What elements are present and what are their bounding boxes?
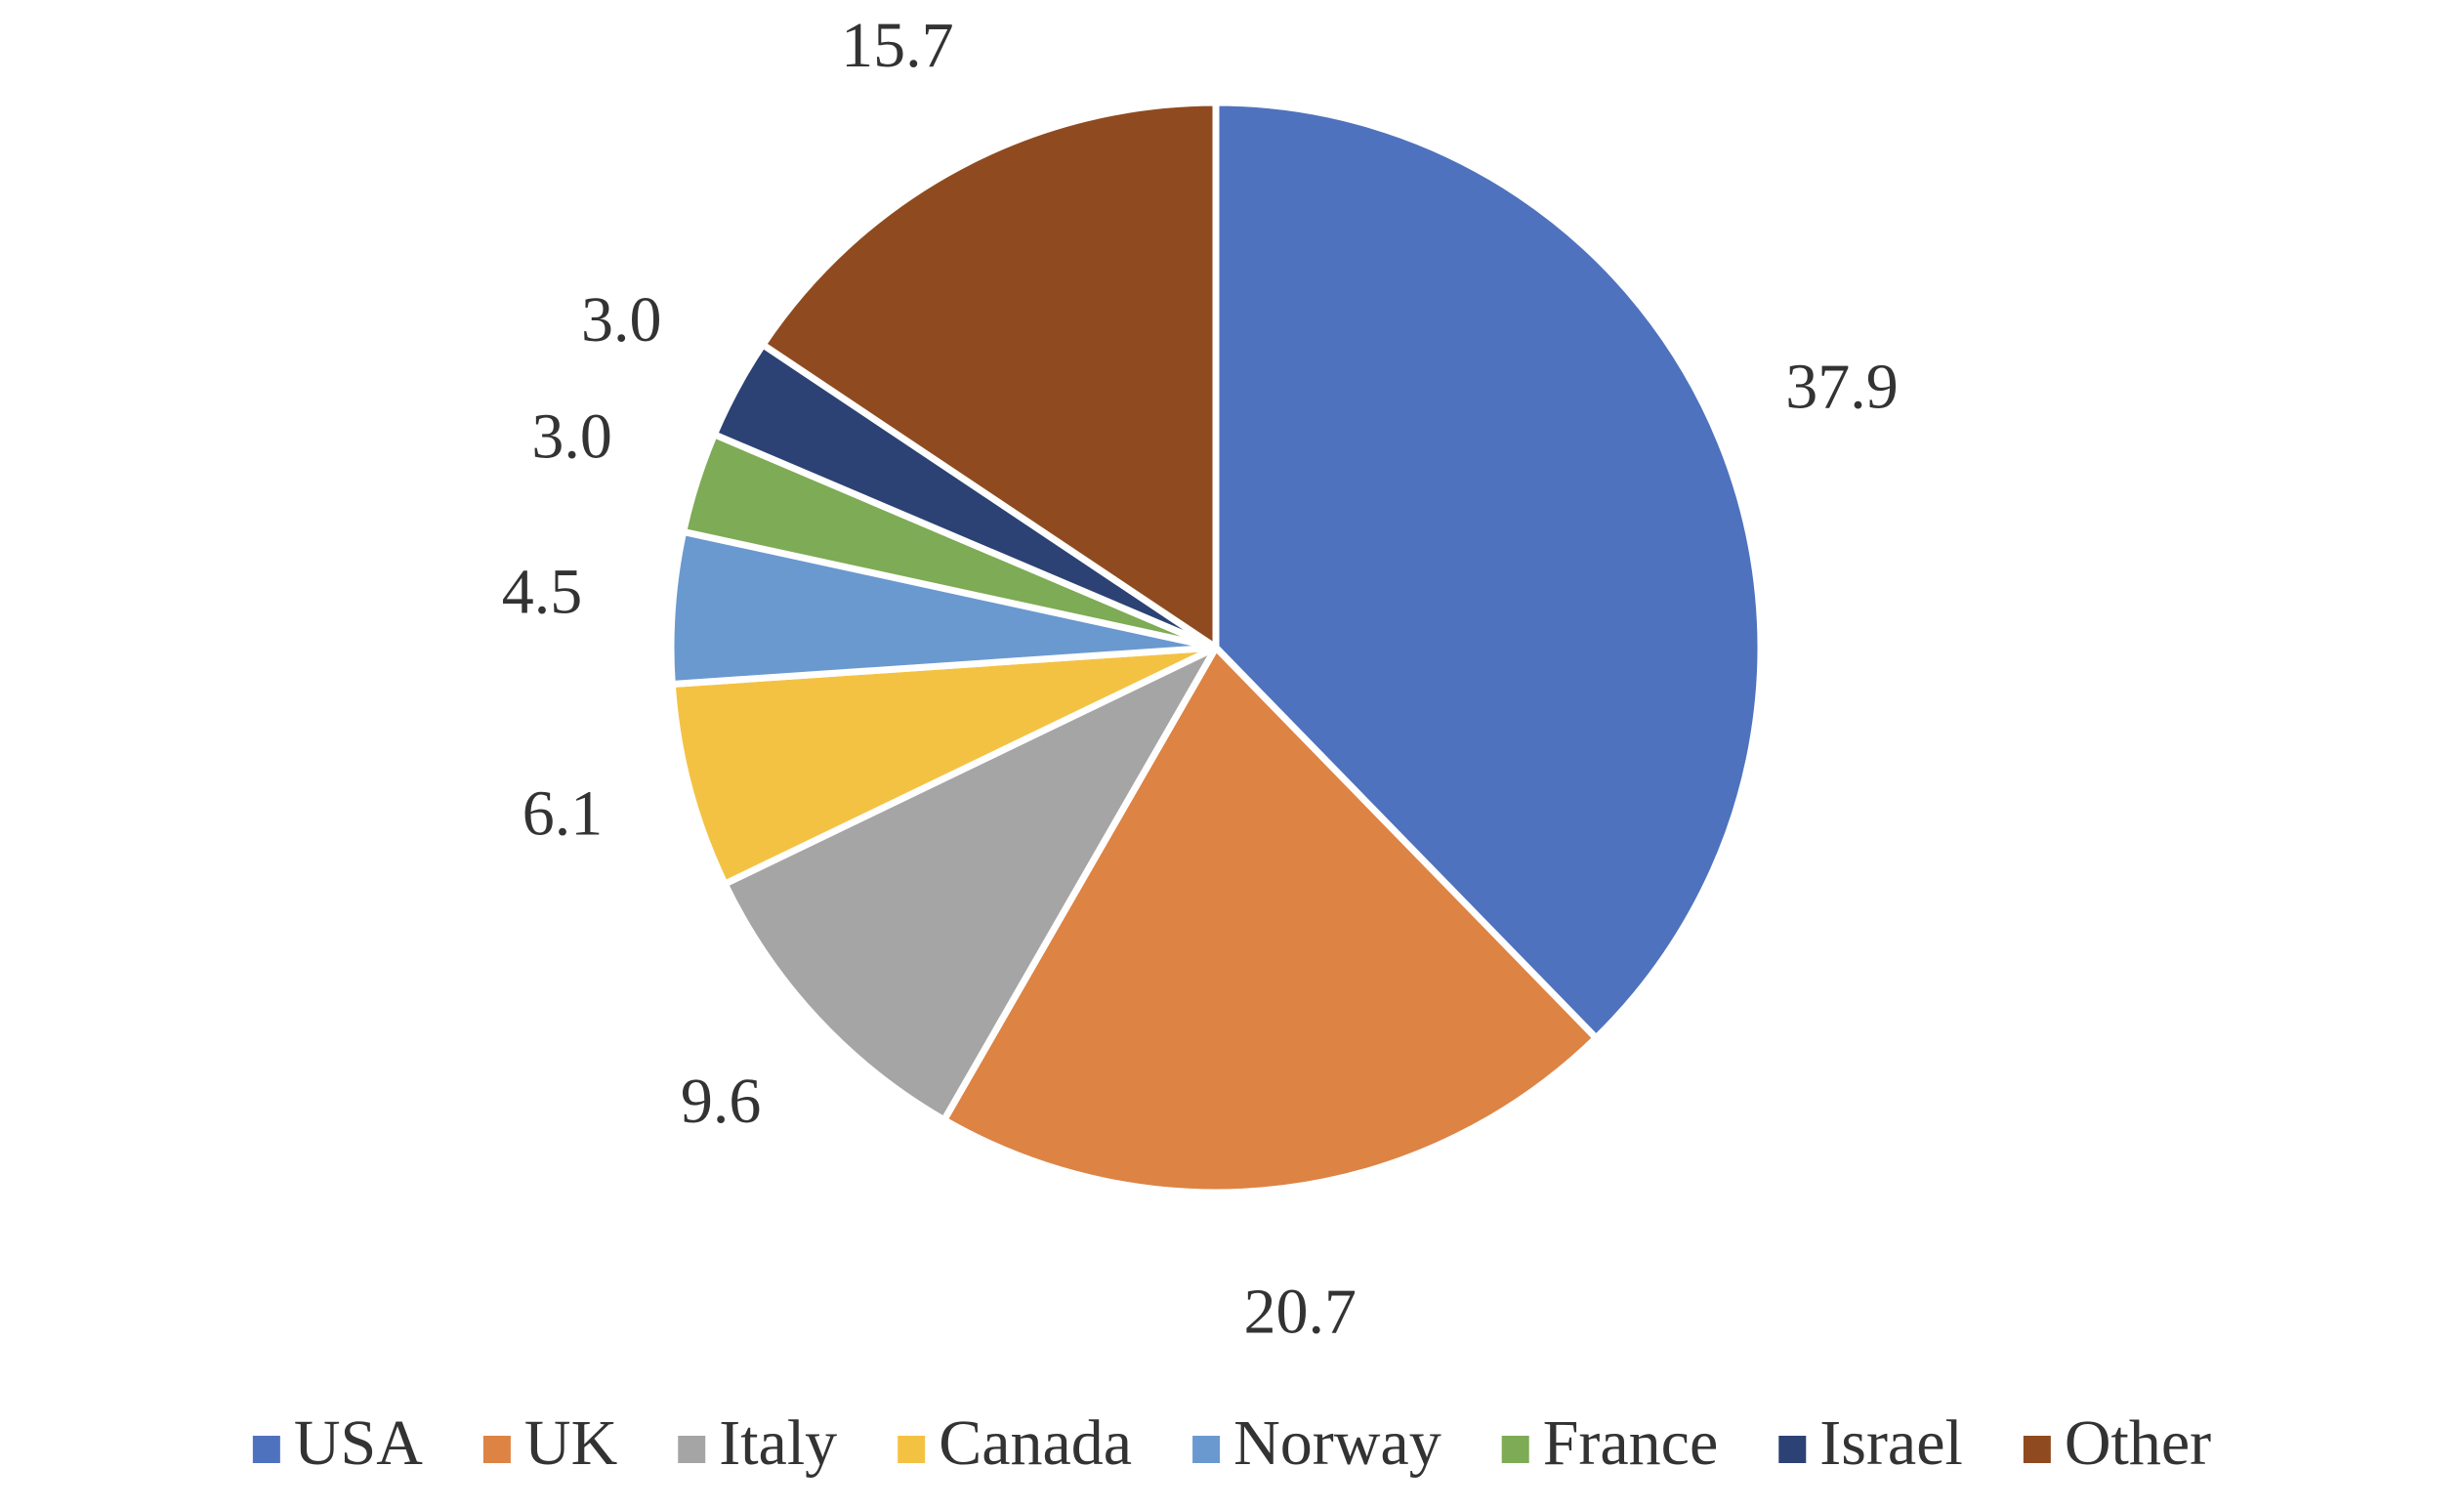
pie-slice: [759, 99, 1220, 651]
data-label: 6.1: [522, 778, 604, 850]
data-label: 3.0: [531, 400, 612, 472]
data-label: 15.7: [841, 10, 954, 81]
legend-label: France: [1543, 1407, 1719, 1479]
data-label: 9.6: [681, 1066, 762, 1137]
data-label: 20.7: [1244, 1277, 1357, 1348]
legend-label: UK: [524, 1407, 617, 1479]
legend-marker: [898, 1436, 926, 1463]
legend-label: Canada: [939, 1407, 1132, 1479]
legend-label: Norway: [1233, 1407, 1441, 1479]
legend-label: Other: [2065, 1407, 2211, 1479]
legend-marker: [482, 1436, 511, 1463]
legend-label: Israel: [1819, 1407, 1963, 1479]
data-label: 37.9: [1785, 352, 1899, 423]
data-label: 4.5: [502, 556, 583, 627]
legend-label: Italy: [719, 1407, 837, 1479]
pie-slice: [1212, 99, 1765, 1042]
legend-marker: [252, 1436, 280, 1463]
data-label: 3.0: [581, 284, 662, 356]
legend-marker: [1501, 1436, 1529, 1463]
legend-label: USA: [294, 1407, 423, 1479]
pie-slice: [940, 644, 1600, 1196]
pie-slice: [721, 644, 1220, 1124]
legend-marker: [1778, 1436, 1807, 1463]
legend: USA UK Italy Canada Norway France Israel Other: [252, 1407, 2211, 1479]
legend-marker: [1192, 1436, 1221, 1463]
legend-marker: [678, 1436, 706, 1463]
legend-marker: [2023, 1436, 2051, 1463]
pie-slice: [668, 644, 1220, 888]
